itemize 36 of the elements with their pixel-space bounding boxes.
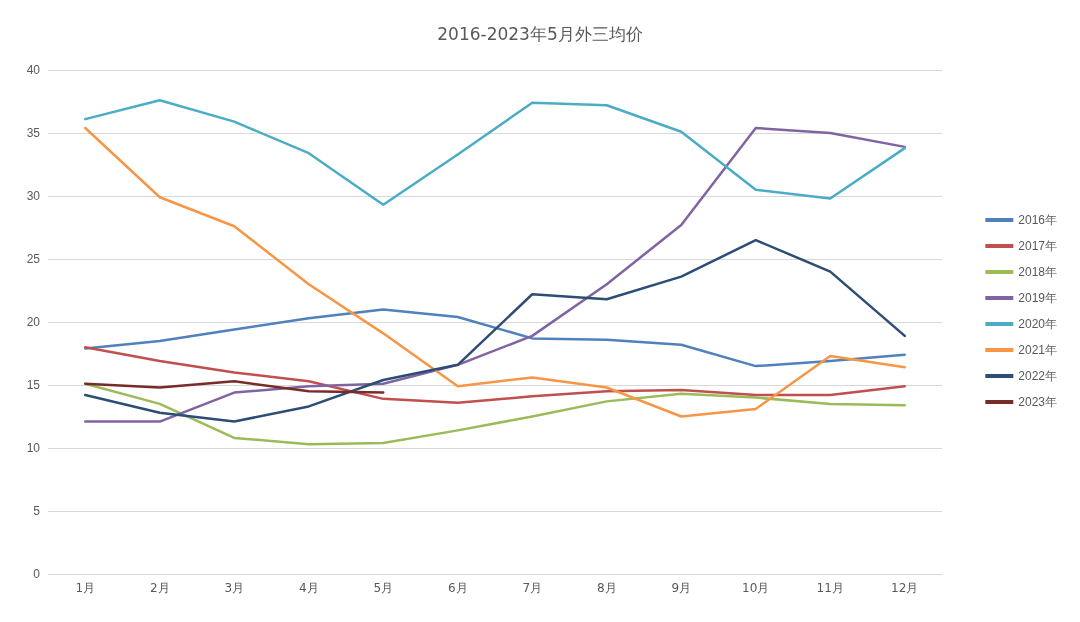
line-series: [84, 308, 906, 368]
y-tick-label: 20: [26, 315, 41, 329]
line-series: [84, 345, 906, 404]
line-series: [84, 379, 385, 394]
legend-label: 2021年: [1018, 343, 1058, 357]
legend-label: 2023年: [1018, 395, 1058, 409]
legend-label: 2016年: [1018, 213, 1058, 227]
y-tick-label: 10: [26, 441, 41, 455]
y-tick-label: 40: [26, 63, 41, 77]
line-series: [84, 98, 906, 207]
x-tick-label: 12月: [891, 581, 919, 595]
x-tick-label: 10月: [742, 581, 770, 595]
legend-label: 2017年: [1018, 239, 1058, 253]
legend-label: 2022年: [1018, 369, 1058, 383]
chart-title: 2016-2023年5月外三均价: [437, 23, 643, 44]
x-tick-label: 6月: [447, 581, 468, 595]
x-tick-label: 11月: [816, 581, 844, 595]
line-series: [84, 238, 906, 423]
y-tick-label: 30: [26, 189, 41, 203]
line-series: [84, 382, 906, 446]
x-tick-label: 3月: [224, 581, 245, 595]
legend-label: 2018年: [1018, 265, 1058, 279]
x-tick-label: 8月: [596, 581, 617, 595]
x-tick-label: 9月: [671, 581, 692, 595]
x-tick-label: 7月: [522, 581, 543, 595]
x-tick-label: 1月: [75, 581, 96, 595]
legend-label: 2020年: [1018, 317, 1058, 331]
y-tick-label: 25: [26, 252, 41, 266]
x-tick-label: 2月: [149, 581, 170, 595]
x-tick-label: 4月: [298, 581, 319, 595]
x-tick-label: 5月: [373, 581, 394, 595]
y-tick-label: 5: [33, 504, 41, 518]
y-tick-label: 35: [26, 126, 41, 140]
y-tick-label: 0: [33, 567, 41, 581]
y-tick-label: 15: [26, 378, 41, 392]
legend-label: 2019年: [1018, 291, 1058, 305]
